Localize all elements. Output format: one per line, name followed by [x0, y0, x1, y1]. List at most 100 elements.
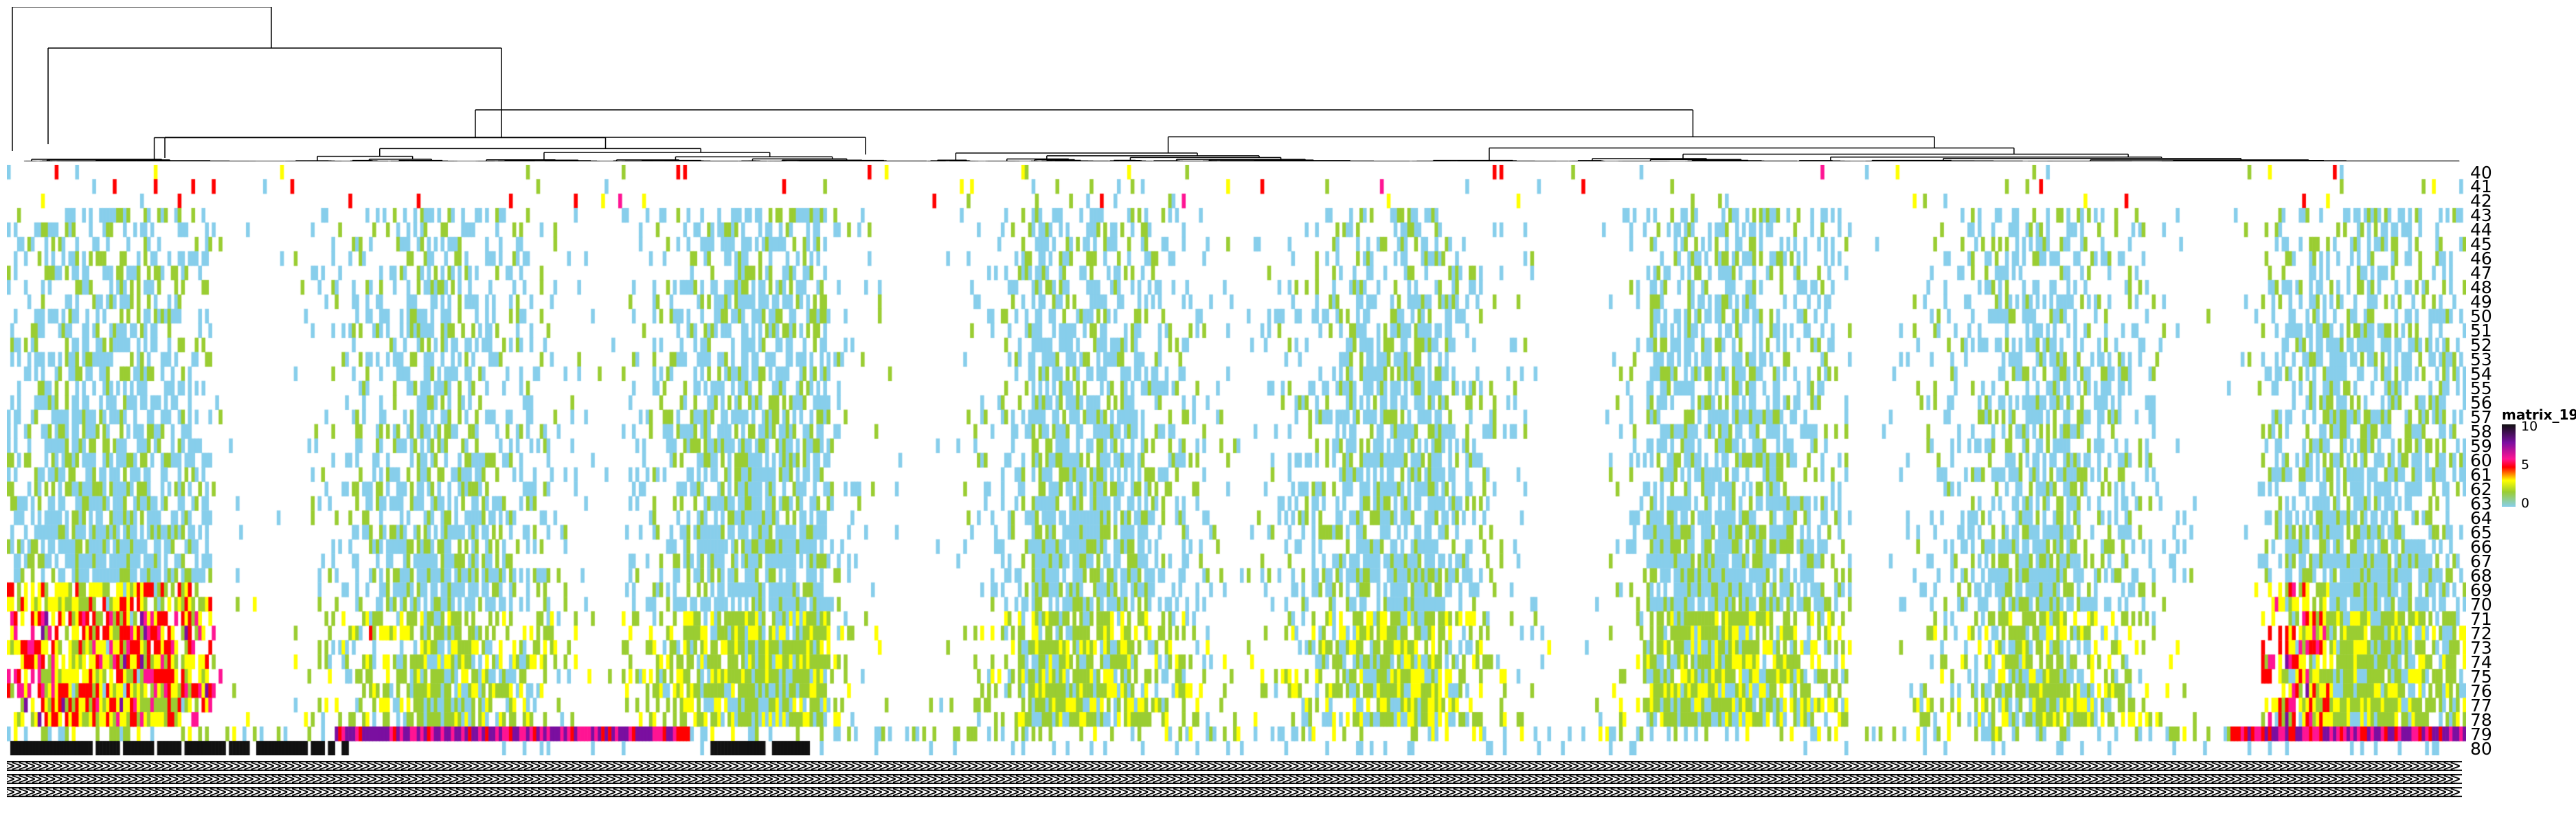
column-label: MMM: [2237, 759, 2255, 799]
column-label: MMM: [215, 759, 232, 799]
column-label: MMM: [1322, 759, 1339, 799]
column-label: MMM: [393, 759, 410, 799]
column-label: MMM: [830, 759, 847, 799]
row-label: 78: [2470, 709, 2492, 730]
column-label: MMM: [7, 759, 14, 799]
column-label: MMM: [1397, 759, 1414, 799]
column-label: MMM: [1670, 759, 1687, 799]
column-label: MMM: [878, 759, 895, 799]
column-label: MMM: [400, 759, 417, 799]
column-label: MMM: [208, 759, 225, 799]
column-label: MMM: [1185, 759, 1202, 799]
column-label: MMM: [2032, 759, 2049, 799]
column-label: MMM: [2326, 759, 2343, 799]
column-label: MMM: [809, 759, 826, 799]
column-label: MMM: [236, 759, 253, 799]
column-label: MMM: [1370, 759, 1387, 799]
column-label: MMM: [816, 759, 833, 799]
column-label: MMM: [2121, 759, 2138, 799]
column-label: MMM: [1493, 759, 1510, 799]
column-label: MMM: [1144, 759, 1162, 799]
column-label: MMM: [2114, 759, 2132, 799]
row-label: 75: [2470, 666, 2492, 687]
column-label: MMM: [256, 759, 273, 799]
column-label: MMM: [277, 759, 294, 799]
column-label: MMM: [536, 759, 554, 799]
column-label: MMM: [659, 759, 677, 799]
column-label: MMM: [1581, 759, 1598, 799]
column-label: MMM: [2415, 759, 2432, 799]
column-label: MMM: [1623, 759, 1640, 799]
column-label: MMM: [2360, 759, 2377, 799]
row-label: 40: [2470, 162, 2492, 183]
column-label: MMM: [871, 759, 888, 799]
column-label: MMM: [38, 759, 55, 799]
column-label: MMM: [2026, 759, 2043, 799]
column-label: MMM: [440, 759, 457, 799]
row-label: 80: [2470, 738, 2492, 759]
column-label: MMM: [1923, 759, 1940, 799]
column-label: MMM: [1329, 759, 1346, 799]
column-label: MMM: [1028, 759, 1046, 799]
column-label: MMM: [1069, 759, 1086, 799]
column-label: MMM: [1472, 759, 1489, 799]
row-label: 47: [2470, 263, 2492, 284]
column-label: MMM: [1226, 759, 1243, 799]
column-label: MMM: [2272, 759, 2289, 799]
row-label: 53: [2470, 350, 2492, 370]
column-label: MMM: [1062, 759, 1079, 799]
column-label: MMM: [796, 759, 813, 799]
row-label: 62: [2470, 479, 2492, 499]
column-label: MMM: [2442, 759, 2459, 799]
column-label: MMM: [844, 759, 861, 799]
row-label: 63: [2470, 493, 2492, 514]
column-label: MMM: [2435, 759, 2452, 799]
column-label: MMM: [1930, 759, 1947, 799]
column-label: MMM: [577, 759, 594, 799]
dendrogram-svg: [12, 6, 2460, 162]
column-label: MMM: [291, 759, 308, 799]
row-label: 72: [2470, 623, 2492, 643]
column-label: MMM: [509, 759, 526, 799]
column-label: MMM: [530, 759, 547, 799]
column-label: MMM: [543, 759, 561, 799]
column-label: MMM: [1814, 759, 1831, 799]
row-label: 46: [2470, 249, 2492, 269]
column-label: MMM: [892, 759, 909, 799]
column-label: MMM: [2149, 759, 2166, 799]
column-label: MMM: [1424, 759, 1441, 799]
column-label: MMM: [1855, 759, 1872, 799]
column-label: MMM: [1677, 759, 1694, 799]
column-label: MMM: [1629, 759, 1647, 799]
column-label: MMM: [1438, 759, 1455, 799]
row-label: 67: [2470, 551, 2492, 571]
column-label: MMM: [1800, 759, 1817, 799]
column-label: MMM: [1001, 759, 1018, 799]
column-label: MMM: [1083, 759, 1100, 799]
column-label: MMM: [523, 759, 540, 799]
column-label: MMM: [1766, 759, 1783, 799]
column-label: MMM: [755, 759, 772, 799]
column-label: MMM: [1896, 759, 1913, 799]
column-label: MMM: [1124, 759, 1141, 799]
column-label: MMM: [1219, 759, 1236, 799]
column-label: MMM: [120, 759, 137, 799]
column-label: MMM: [45, 759, 62, 799]
legend-tick-5: 5: [2521, 457, 2530, 472]
column-label: MMM: [1008, 759, 1025, 799]
column-label: MMM: [1780, 759, 1797, 799]
column-label: MMM: [475, 759, 492, 799]
column-label: MMM: [734, 759, 752, 799]
column-label: MMM: [454, 759, 471, 799]
column-label: MMM: [2381, 759, 2398, 799]
column-label: MMM: [2039, 759, 2056, 799]
column-label: MMM: [2108, 759, 2125, 799]
column-label: MMM: [85, 759, 102, 799]
column-label: MMM: [1356, 759, 1373, 799]
column-label: MMM: [7, 759, 21, 799]
column-label: MMM: [1957, 759, 1974, 799]
column-label: MMM: [1998, 759, 2015, 799]
column-label: MMM: [502, 759, 519, 799]
column-label: MMM: [912, 759, 929, 799]
column-label: MMM: [2333, 759, 2350, 799]
